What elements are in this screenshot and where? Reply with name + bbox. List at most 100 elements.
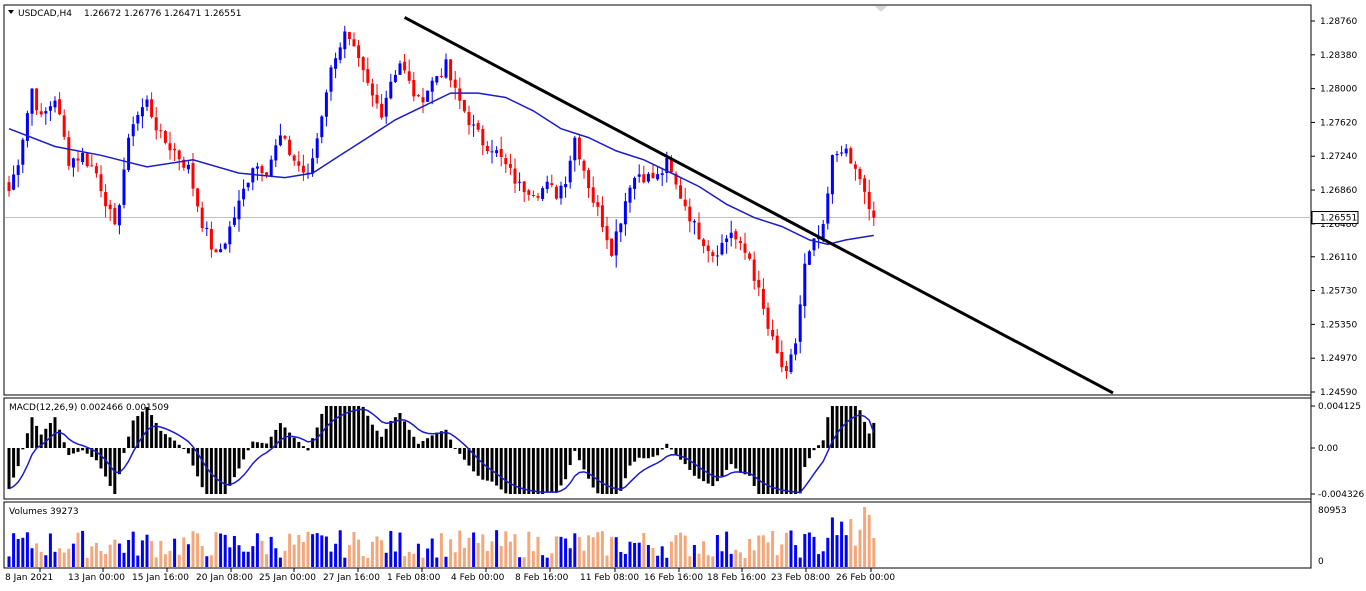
macd-bar	[117, 448, 121, 475]
volume-bar	[748, 538, 752, 567]
volume-bar	[278, 557, 282, 567]
volume-bar	[145, 534, 149, 567]
triangle-down-icon[interactable]	[8, 10, 14, 14]
candle-body	[435, 76, 439, 83]
volume-bar	[729, 553, 733, 567]
candle-body	[154, 117, 158, 131]
candle-body	[53, 100, 57, 108]
volume-bar	[435, 557, 439, 567]
candle-body	[761, 288, 765, 309]
candle-body	[499, 149, 503, 157]
macd-bar	[784, 448, 788, 494]
candle-body	[159, 130, 163, 132]
candle-body	[361, 57, 365, 71]
candle-body	[633, 177, 637, 189]
time-label: 26 Feb 00:00	[836, 573, 895, 583]
volume-bar	[315, 533, 319, 567]
volume-bar	[403, 556, 407, 567]
volume-bar	[715, 535, 719, 567]
macd-bar	[191, 448, 195, 466]
candle-body	[527, 190, 531, 195]
candle-body	[136, 114, 140, 124]
candle-body	[513, 168, 517, 184]
macd-bar	[499, 448, 503, 490]
macd-bar	[255, 442, 259, 448]
candle-body	[389, 81, 393, 99]
current-price-label: 1.26551	[1320, 214, 1357, 224]
candle-body	[867, 191, 871, 210]
macd-bar	[205, 448, 209, 494]
time-label: 4 Feb 00:00	[451, 573, 505, 583]
price-tick-label: 1.28380	[1320, 51, 1357, 61]
macd-bar	[702, 448, 706, 482]
candle-body	[849, 148, 853, 164]
volume-bar	[228, 547, 232, 567]
candle-body	[219, 249, 223, 253]
volume-bar	[531, 551, 535, 567]
macd-bar	[347, 406, 351, 448]
volume-bar	[274, 548, 278, 567]
volume-bar	[412, 553, 416, 567]
macd-bar	[637, 448, 641, 458]
macd-bar	[665, 443, 669, 448]
macd-bar	[527, 448, 531, 494]
volume-bar	[251, 546, 255, 567]
macd-bar	[485, 448, 489, 481]
volume-bar	[297, 535, 301, 567]
ohlc-label: 1.26672 1.26776 1.26471 1.26551	[84, 9, 241, 19]
volume-bar	[683, 535, 687, 567]
candle-body	[426, 90, 430, 102]
candle-body	[807, 251, 811, 265]
time-label: 27 Jan 16:00	[323, 573, 380, 583]
volume-bar	[177, 554, 181, 567]
macd-bar	[830, 406, 834, 448]
volume-bar	[669, 541, 673, 567]
macd-bar	[706, 448, 710, 484]
volume-bar	[692, 544, 696, 567]
volume-bar	[389, 530, 393, 567]
volume-bar	[504, 531, 508, 567]
candle-body	[398, 63, 402, 75]
candle-body	[614, 231, 618, 256]
macd-bar	[476, 448, 480, 476]
candle-body	[665, 158, 669, 174]
candle-body	[320, 116, 324, 138]
macd-bar	[826, 417, 830, 448]
macd-bar	[104, 448, 108, 477]
price-tick-label: 1.26480	[1320, 220, 1357, 230]
macd-bar	[439, 431, 443, 448]
candle-body	[168, 143, 172, 151]
macd-bar	[311, 438, 315, 448]
volume-bar	[269, 536, 273, 567]
macd-bar	[743, 448, 747, 475]
volume-bar	[757, 535, 761, 567]
volume-bar	[288, 533, 292, 567]
macd-bar	[85, 448, 89, 454]
macd-bar	[288, 432, 292, 448]
macd-bar	[711, 448, 715, 487]
candle-body	[821, 223, 825, 239]
candle-body	[826, 193, 830, 224]
volume-bar	[311, 534, 315, 567]
candle-body	[467, 111, 471, 126]
time-label: 13 Jan 00:00	[68, 573, 125, 583]
macd-bar	[513, 448, 517, 494]
macd-bar	[508, 448, 512, 494]
macd-bar	[398, 413, 402, 448]
volume-bar	[614, 537, 618, 567]
macd-bar	[872, 422, 876, 448]
volume-bar	[21, 537, 25, 567]
volume-bar	[361, 556, 365, 567]
price-tick-label: 1.25350	[1320, 320, 1357, 330]
macd-bar	[462, 448, 466, 460]
candle-body	[858, 168, 862, 180]
candle-body	[605, 225, 609, 241]
volume-bar	[485, 551, 489, 567]
volume-bar	[439, 533, 443, 567]
volume-bar	[840, 521, 844, 567]
candle-body	[375, 94, 379, 104]
candle-body	[674, 173, 678, 185]
candle-body	[835, 153, 839, 156]
volume-bar	[568, 548, 572, 567]
